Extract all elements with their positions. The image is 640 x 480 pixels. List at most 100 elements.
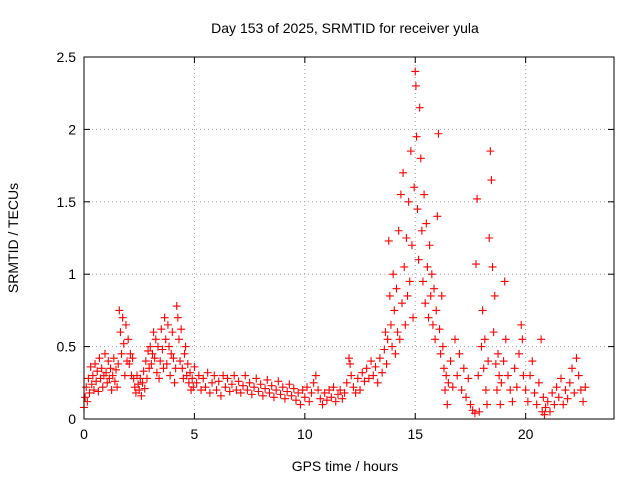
data-point [500,277,509,286]
data-point [510,364,519,373]
data-point [393,328,402,337]
x-axis: 0 5 10 15 20 [80,57,534,442]
data-point [95,354,104,363]
data-point [333,390,342,399]
data-point [486,147,495,156]
data-point [367,357,376,366]
data-point [517,320,526,329]
data-point [545,407,554,416]
data-point [526,371,535,380]
data-point [405,277,414,286]
data-point [428,320,437,329]
data-point [340,388,349,397]
data-point [87,380,96,389]
data-point [497,378,506,387]
data-point [384,236,393,245]
data-point [145,364,154,373]
data-point [396,190,405,199]
data-point [415,103,424,112]
data-point [438,342,447,351]
data-point [197,386,206,395]
data-point [515,349,524,358]
data-point [189,383,198,392]
data-point [152,368,161,377]
x-tick-label: 0 [80,426,88,442]
data-point [212,386,221,395]
data-points [80,67,590,419]
data-point [205,388,214,397]
data-point [432,306,441,315]
data-point [137,391,146,400]
data-point [166,371,175,380]
data-point [221,383,230,392]
data-point [550,400,559,409]
data-point [402,234,411,242]
data-point [148,349,157,358]
data-point [446,357,455,366]
data-point [309,378,318,387]
data-point [239,381,247,390]
data-point [380,345,389,354]
data-point [254,387,263,396]
data-point [170,378,179,387]
data-point [543,397,552,406]
data-point [100,349,109,358]
data-point [568,364,577,373]
data-point [574,371,583,380]
data-point [325,386,334,395]
data-point [311,371,320,380]
data-point [552,383,561,392]
data-point [421,299,430,308]
data-point [356,386,365,395]
data-point [494,349,503,358]
data-point [280,394,289,403]
data-point [362,364,371,373]
data-point [303,383,312,392]
data-point [518,335,527,344]
data-point [561,386,570,395]
data-point [118,313,127,322]
data-point [411,67,420,76]
data-point [448,383,457,392]
data-point [540,410,549,419]
data-point [431,335,440,344]
data-point [116,328,125,337]
data-point [91,359,100,368]
data-point [506,386,515,395]
data-point [437,291,446,300]
data-point [292,396,300,405]
data-point [572,354,581,363]
data-point [401,320,410,329]
data-point [97,364,106,373]
data-point [346,359,355,368]
data-point [103,378,112,387]
data-point [178,364,187,373]
data-point [140,384,149,393]
data-point [492,386,501,395]
data-point [287,391,296,400]
data-point [495,371,504,380]
data-point [241,371,250,380]
data-point [351,388,360,397]
chart-title: Day 153 of 2025, SRMTID for receiver yul… [211,20,479,36]
data-point [174,335,183,344]
data-point [563,394,572,403]
data-point [434,129,443,138]
data-point [305,397,314,406]
data-point [327,393,336,402]
data-point [265,388,274,397]
data-point [230,371,239,380]
data-point [548,388,557,397]
data-point [430,284,439,293]
y-tick-label: 2.5 [57,49,77,65]
data-point [150,354,159,363]
data-point [267,381,276,390]
data-point [223,374,232,383]
data-point [272,386,281,395]
data-point [378,368,387,377]
data-point [501,335,510,344]
data-point [521,386,530,395]
data-point [499,357,508,366]
data-point [443,400,452,409]
data-point [420,190,429,199]
